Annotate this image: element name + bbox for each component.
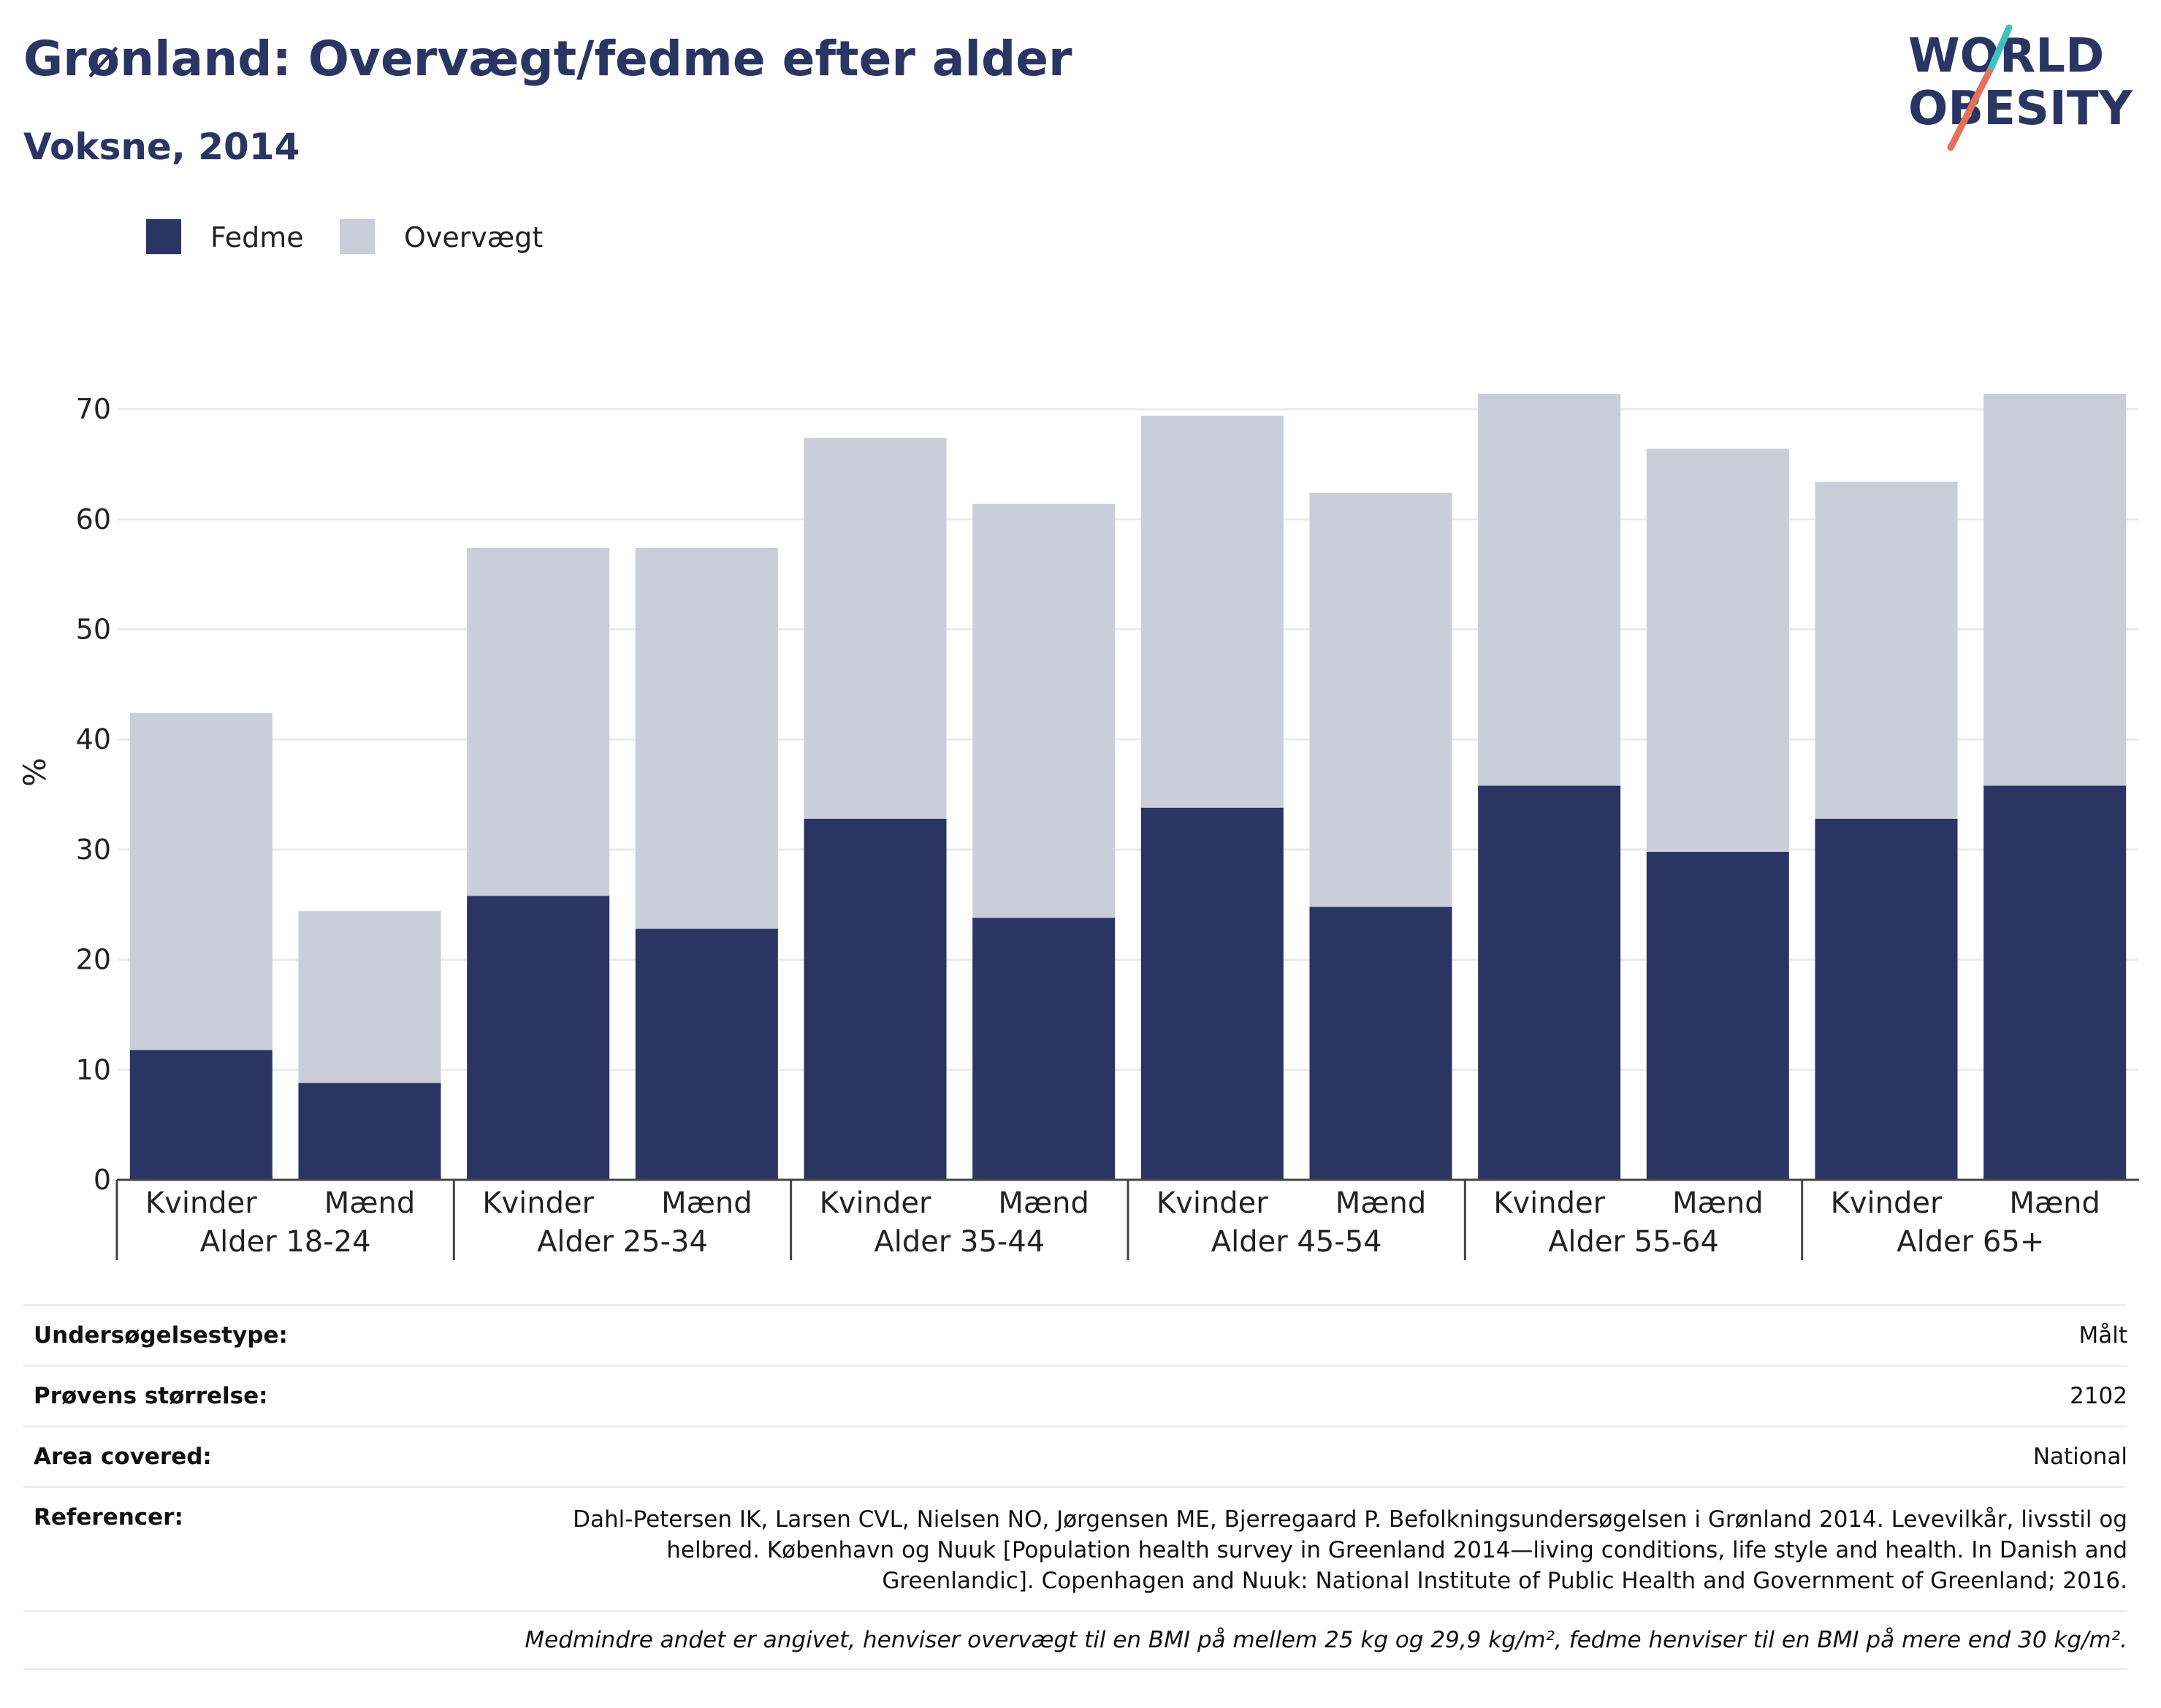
y-tick-label: 60 [76, 503, 111, 535]
bar-chart: Fedme Overvægt 0 10 20 30 40 50 60 70% Kvinder Mænd… [17, 219, 2139, 1260]
x-tick-label: Mænd [2009, 1186, 2100, 1220]
x-tick-label: Mænd [998, 1186, 1089, 1220]
references-label: Referencer: [34, 1504, 183, 1530]
x-tick-label: Mænd [324, 1186, 416, 1220]
y-tick-label: 40 [76, 723, 111, 755]
meta-row-references: Referencer: Dahl-Petersen IK, Larsen CVL… [23, 1486, 2127, 1610]
world-obesity-logo: WORLD OBESITY [1908, 24, 2133, 151]
y-axis-label: % [17, 758, 53, 787]
y-tick-label: 20 [76, 944, 111, 976]
bar-fedme [804, 818, 947, 1180]
x-group-label: Alder 45-54 [1211, 1225, 1382, 1259]
x-group-label: Alder 18-24 [200, 1225, 371, 1259]
legend-label: Fedme [210, 221, 304, 253]
bar-fedme [635, 929, 778, 1180]
bar-fedme [1983, 785, 2127, 1180]
x-tick-label: Mænd [1335, 1186, 1427, 1220]
bar-overvaegt [467, 548, 610, 896]
definition-note: Medmindre andet er angivet, henviser ove… [525, 1627, 2127, 1653]
y-tick-label: 70 [76, 393, 111, 425]
x-tick-label: Kvinder [1156, 1186, 1268, 1220]
area-covered-value: National [2032, 1444, 2127, 1470]
bar-overvaegt [1983, 394, 2127, 786]
legend-swatch-overvaegt [340, 219, 375, 254]
y-tick-label: 0 [94, 1164, 111, 1196]
page-subtitle: Voksne, 2014 [23, 126, 300, 168]
meta-row-sample: Prøvens størrelse: 2102 [23, 1365, 2127, 1425]
bar-fedme [1309, 907, 1452, 1180]
legend-swatch-fedme [146, 219, 181, 254]
y-tick-label: 50 [76, 614, 111, 646]
y-tick-label: 10 [76, 1053, 111, 1086]
bar-overvaegt [1309, 492, 1452, 907]
bar-fedme [298, 1083, 441, 1180]
bar-overvaegt [1478, 394, 1621, 786]
sample-size-label: Prøvens størrelse: [34, 1383, 268, 1409]
x-tick-label: Mænd [1672, 1186, 1764, 1220]
x-tick-label: Kvinder [145, 1186, 257, 1220]
bar-overvaegt [972, 503, 1116, 918]
bar-overvaegt [1815, 481, 1958, 819]
x-tick-label: Mænd [661, 1186, 752, 1220]
x-tick-label: Kvinder [1493, 1186, 1605, 1220]
meta-row-note: Medmindre andet er angivet, henviser ove… [23, 1610, 2127, 1670]
survey-type-label: Undersøgelsestype: [34, 1322, 288, 1349]
legend-label: Overvægt [404, 221, 543, 253]
x-tick-label: Kvinder [820, 1186, 931, 1220]
bar-overvaegt [1646, 449, 1789, 852]
bar-fedme [1140, 807, 1284, 1180]
area-covered-label: Area covered: [34, 1444, 212, 1470]
bar-overvaegt [129, 713, 272, 1051]
meta-row-area: Area covered: National [23, 1425, 2127, 1486]
y-tick-label: 30 [76, 834, 111, 866]
x-tick-label: Kvinder [1831, 1186, 1943, 1220]
bar-fedme [1478, 785, 1621, 1180]
sample-size-value: 2102 [2070, 1383, 2127, 1409]
bar-overvaegt [298, 911, 441, 1083]
bar-overvaegt [635, 548, 778, 929]
bar-fedme [467, 896, 610, 1180]
bar-overvaegt [804, 438, 947, 819]
page-title: Grønland: Overvægt/fedme efter alder [23, 31, 1072, 87]
x-group-label: Alder 65+ [1897, 1225, 2044, 1259]
svg-text:OBESITY: OBESITY [1908, 82, 2133, 136]
bar-overvaegt [1140, 416, 1284, 808]
meta-row-survey: Undersøgelsestype: Målt [23, 1304, 2127, 1365]
bar-fedme [129, 1050, 272, 1180]
x-group-label: Alder 25-34 [537, 1225, 708, 1259]
bar-fedme [972, 918, 1116, 1180]
x-tick-label: Kvinder [482, 1186, 594, 1220]
bar-fedme [1815, 818, 1958, 1180]
x-group-label: Alder 55-64 [1548, 1225, 1719, 1259]
x-group-label: Alder 35-44 [874, 1225, 1045, 1259]
survey-type-value: Målt [2078, 1322, 2127, 1349]
bar-fedme [1646, 851, 1789, 1180]
metadata-table: Undersøgelsestype: Målt Prøvens størrels… [23, 1304, 2127, 1670]
references-value: Dahl-Petersen IK, Larsen CVL, Nielsen NO… [573, 1506, 2127, 1594]
